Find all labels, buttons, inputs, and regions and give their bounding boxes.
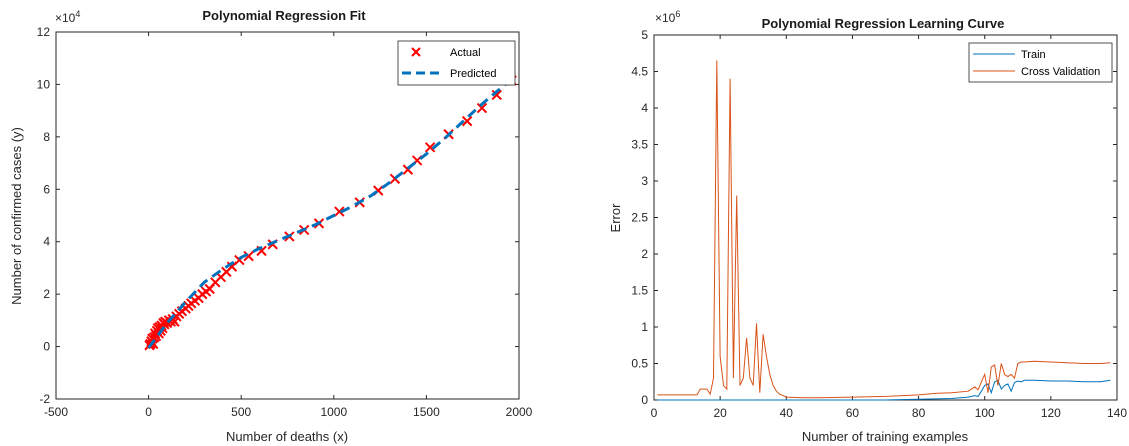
x-tick-label: 0 — [145, 405, 152, 419]
x-axis-label: Number of deaths (x) — [226, 429, 348, 444]
plot-area — [653, 34, 1118, 401]
y-tick-label: 0.5 — [631, 357, 648, 371]
y-tick-label: 2 — [43, 287, 50, 301]
legend-marker-actual — [411, 47, 421, 57]
data-point-actual — [461, 115, 473, 127]
legend-label-predicted: Predicted — [450, 68, 496, 80]
y-multiplier: ×104 — [55, 9, 80, 25]
learning-curve-chart: Polynomial Regression Learning Curve ×10… — [608, 9, 1127, 444]
data-point-actual — [476, 102, 488, 114]
y-tick-label: 6 — [43, 182, 50, 196]
x-tick-label: 120 — [1041, 406, 1061, 420]
plot-area — [55, 31, 520, 400]
y-tick-label: 12 — [37, 25, 51, 39]
chart-title: Polynomial Regression Fit — [202, 8, 366, 23]
y-axis-ticks: 0 0.5 1 1.5 2 2.5 3 3.5 4 4.5 5 — [631, 28, 1117, 407]
y-tick-label: 1.5 — [631, 284, 648, 298]
series-line-train — [657, 379, 1111, 401]
y-tick-label: 4.5 — [631, 65, 648, 79]
x-axis-ticks: -500 0 500 1000 1500 2000 — [44, 32, 533, 419]
data-point-actual — [243, 250, 254, 262]
x-tick-label: 100 — [975, 406, 995, 420]
x-axis-ticks: 0 20 40 60 80 100 120 140 — [651, 35, 1127, 420]
x-axis-label: Number of training examples — [802, 429, 969, 444]
legend-label-train: Train — [1021, 49, 1046, 61]
y-axis-ticks: -2 0 2 4 6 8 10 12 — [37, 25, 519, 406]
y-tick-label: 2.5 — [631, 211, 648, 225]
series-layer — [657, 60, 1111, 401]
x-tick-label: 140 — [1107, 406, 1127, 420]
data-point-actual — [491, 89, 502, 101]
y-tick-label: 10 — [37, 77, 51, 91]
x-tick-label: 1500 — [413, 405, 440, 419]
series-line-cross-validation — [657, 60, 1111, 399]
x-tick-label: 80 — [912, 406, 926, 420]
x-tick-label: 2000 — [506, 405, 533, 419]
x-tick-label: 60 — [846, 406, 860, 420]
legend-box — [397, 40, 516, 86]
y-tick-label: 4 — [641, 101, 648, 115]
legend: Actual Predicted — [397, 40, 516, 86]
y-multiplier: ×106 — [655, 9, 680, 25]
y-tick-label: -2 — [39, 392, 50, 406]
x-tick-label: 1000 — [320, 405, 347, 419]
y-tick-label: 1 — [641, 320, 648, 334]
data-point-actual — [334, 206, 345, 217]
y-tick-label: 8 — [43, 130, 50, 144]
legend-label-actual: Actual — [450, 47, 481, 59]
y-axis-label: Number of confirmed cases (y) — [9, 127, 24, 305]
y-tick-label: 0 — [641, 393, 648, 407]
y-tick-label: 0 — [43, 340, 50, 354]
y-tick-label: 3.5 — [631, 138, 648, 152]
x-tick-label: 40 — [780, 406, 794, 420]
y-axis-label: Error — [608, 203, 623, 233]
y-tick-label: 4 — [43, 235, 50, 249]
legend-label-cross-validation: Cross Validation — [1021, 66, 1100, 78]
x-tick-label: 20 — [713, 406, 727, 420]
series-layer — [144, 75, 517, 351]
y-tick-label: 2 — [641, 247, 648, 261]
data-point-actual — [424, 142, 436, 153]
chart-title: Polynomial Regression Learning Curve — [762, 16, 1005, 31]
y-tick-label: 5 — [641, 28, 648, 42]
x-tick-label: -500 — [44, 405, 68, 419]
x-tick-label: 500 — [231, 405, 251, 419]
regression-fit-chart: Polynomial Regression Fit ×104 -500 0 500 1… — [9, 8, 533, 444]
legend: Train Cross Validation — [968, 42, 1113, 83]
x-tick-label: 0 — [651, 406, 658, 420]
y-tick-label: 3 — [641, 174, 648, 188]
series-line-predicted — [147, 78, 513, 349]
legend-box — [968, 42, 1113, 83]
